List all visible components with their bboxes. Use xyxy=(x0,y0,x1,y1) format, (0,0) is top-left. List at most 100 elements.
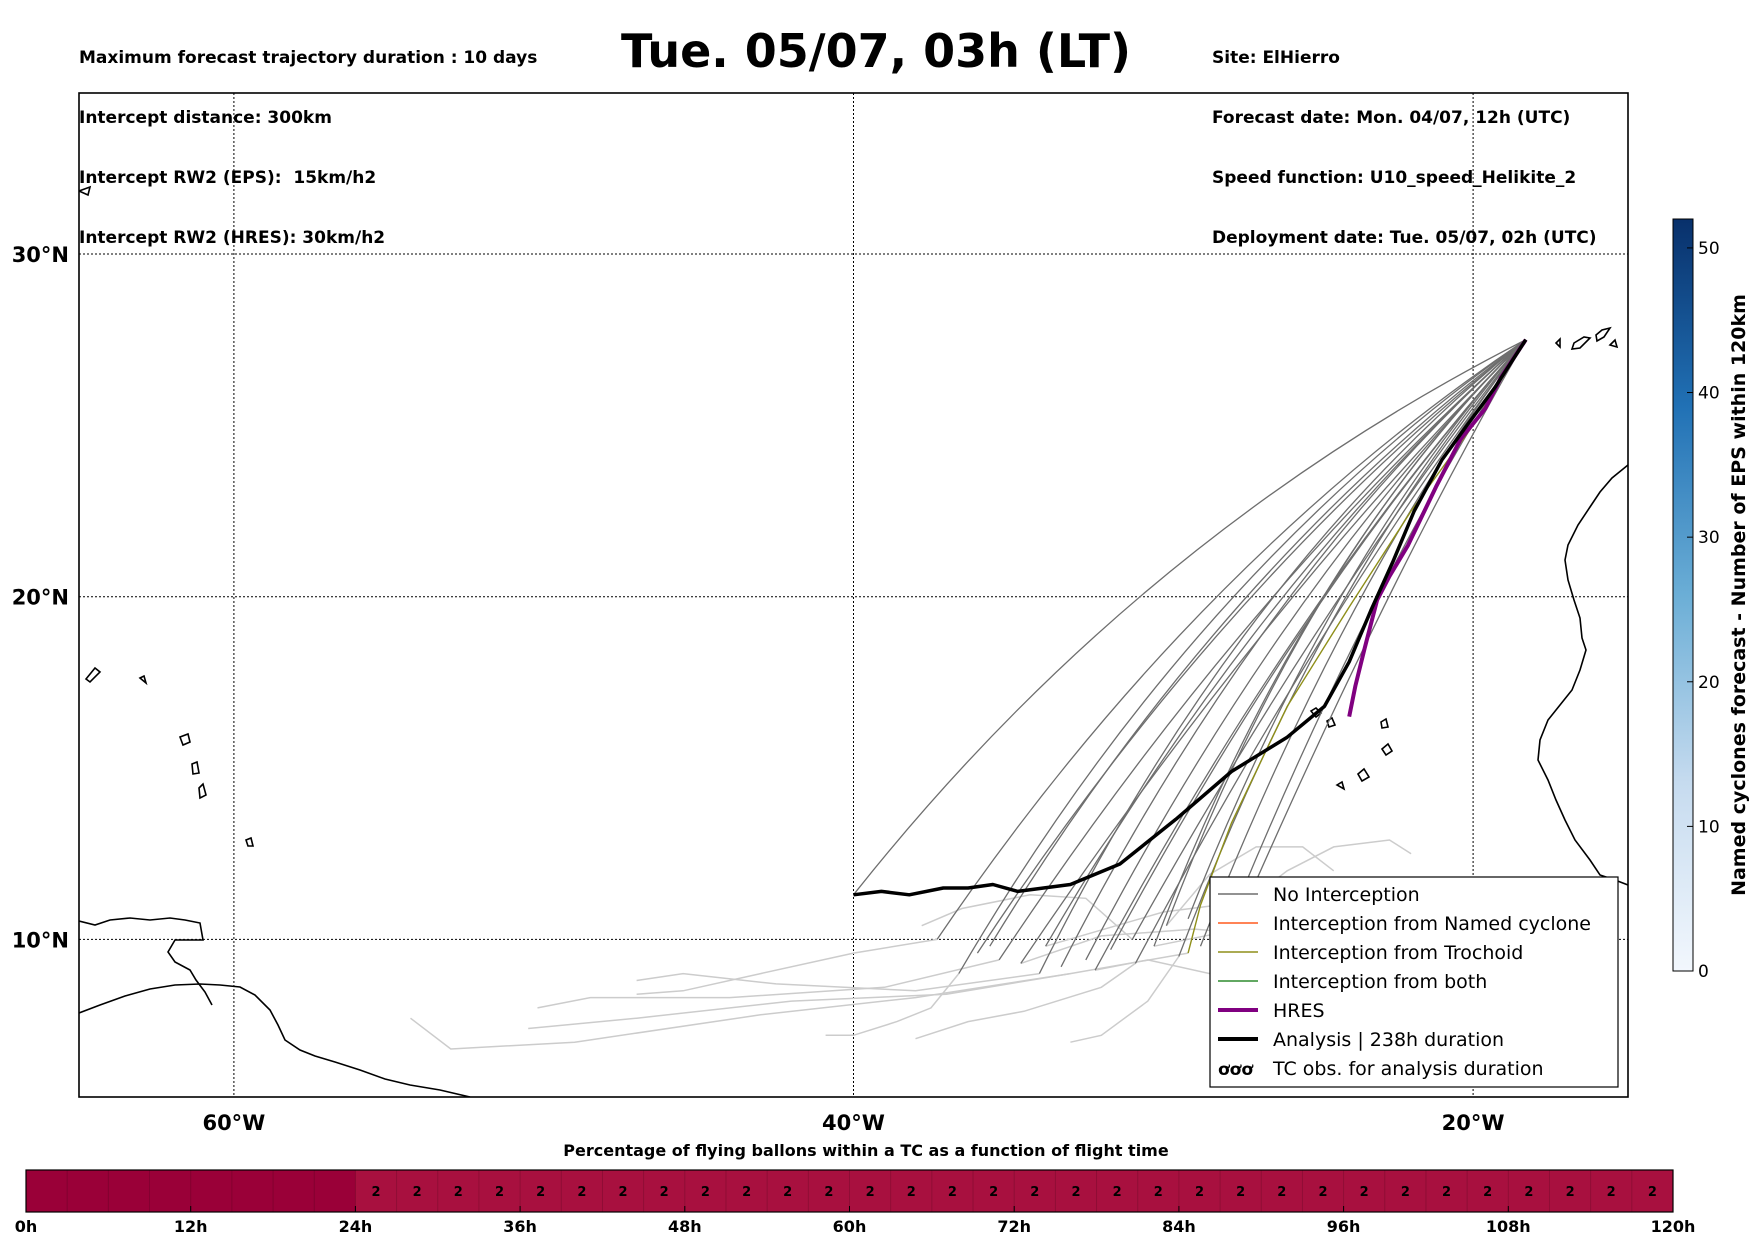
no-interception-track-6 xyxy=(1060,339,1527,968)
colorbar: 0 10 20 30 40 50 Named cyclones forecast - Nu… xyxy=(1672,218,1750,982)
legend-label-4: HRES xyxy=(1273,1000,1325,1022)
faded-track-1 xyxy=(410,972,1071,1050)
timeline-cell xyxy=(1425,1170,1468,1212)
island-lesser-antilles-4 xyxy=(191,760,200,775)
timeline-cell xyxy=(1549,1170,1592,1212)
map-coastlines xyxy=(79,185,1628,1097)
island-lesser-antilles-5 xyxy=(198,782,207,800)
colorbar-tick-label: 0 xyxy=(1698,962,1709,982)
timeline-cell-value: 2 xyxy=(1154,1185,1163,1200)
coastline-south-america xyxy=(79,983,471,1097)
timeline-cell xyxy=(437,1170,480,1212)
timeline-cell xyxy=(355,1170,398,1212)
island-hispaniola xyxy=(79,185,92,197)
timeline-cell-value: 2 xyxy=(1318,1185,1327,1200)
island-fuerteventura xyxy=(1570,336,1592,350)
lat-tick-label: 20°N xyxy=(12,586,69,610)
timeline-cell-value: 2 xyxy=(371,1185,380,1200)
no-interception-track-14 xyxy=(1246,339,1527,902)
faded-track-12 xyxy=(1165,846,1335,927)
timeline-cell xyxy=(808,1170,850,1212)
legend-label-1: Interception from Named cyclone xyxy=(1273,913,1591,935)
timeline-cell xyxy=(1096,1170,1139,1212)
faded-track-0 xyxy=(528,952,1189,1030)
timeline-cell xyxy=(890,1170,933,1212)
timeline-cell-value: 2 xyxy=(701,1185,710,1200)
timeline-cell-value: 2 xyxy=(1442,1185,1451,1200)
info-intercept-hres: Intercept RW2 (HRES): 30km/h2 xyxy=(79,228,386,248)
chart-title: Tue. 05/07, 03h (LT) xyxy=(621,24,1131,78)
timeline-cell xyxy=(725,1170,768,1212)
no-interception-track-1 xyxy=(936,339,1527,940)
timeline-cell xyxy=(1467,1170,1509,1212)
timeline-tick-label: 108h xyxy=(1486,1217,1531,1236)
coastline-caribbean-north xyxy=(79,917,213,1006)
no-interception-track-13 xyxy=(1224,339,1527,933)
timeline-cell-value: 2 xyxy=(1195,1185,1204,1200)
colorbar-title: Named cyclones forecast - Number of EPS … xyxy=(1728,294,1750,896)
timeline-cell xyxy=(1014,1170,1056,1212)
timeline-cell-value: 2 xyxy=(1071,1185,1080,1200)
lon-tick-label: 60°W xyxy=(202,1111,265,1135)
timeline-cell-value: 2 xyxy=(1277,1185,1286,1200)
no-interception-track-17 xyxy=(1045,339,1527,947)
timeline-cell xyxy=(149,1170,192,1212)
timeline-cell xyxy=(643,1170,686,1212)
timeline-cell-value: 2 xyxy=(1236,1185,1245,1200)
no-interception-track-20 xyxy=(1165,339,1527,926)
timeline-cell xyxy=(767,1170,809,1212)
timeline-cell xyxy=(1055,1170,1098,1212)
island-cape-verde-4 xyxy=(1356,767,1371,783)
timeline-tick-label: 120h xyxy=(1651,1217,1696,1236)
no-interception-track-21 xyxy=(1187,339,1527,920)
info-speed-function: Speed function: U10_speed_Helikite_2 xyxy=(1212,168,1577,188)
timeline-cell-value: 2 xyxy=(618,1185,627,1200)
timeline-cell-value: 2 xyxy=(1483,1185,1492,1200)
timeline-cell xyxy=(1178,1170,1221,1212)
timeline-cell xyxy=(931,1170,974,1212)
timeline-cell xyxy=(1220,1170,1262,1212)
timeline-tick-label: 12h xyxy=(174,1217,208,1236)
island-lesser-antilles-2 xyxy=(138,674,148,686)
faded-track-4 xyxy=(921,894,1133,940)
timeline-cell-value: 2 xyxy=(783,1185,792,1200)
timeline-cell xyxy=(1631,1170,1674,1212)
no-interception-track-3 xyxy=(998,339,1527,961)
timeline-title: Percentage of flying ballons within a TC… xyxy=(563,1141,1169,1160)
legend-symbol-tc-obs: ơơơ xyxy=(1218,1060,1254,1080)
faded-track-16 xyxy=(636,938,938,995)
timeline-cell xyxy=(314,1170,356,1212)
lon-tick-label: 20°W xyxy=(1442,1111,1505,1135)
timeline-cell xyxy=(108,1170,151,1212)
timeline-tick-label: 48h xyxy=(668,1217,702,1236)
timeline-tick-label: 36h xyxy=(503,1217,537,1236)
lat-tick-label: 30°N xyxy=(12,243,69,267)
timeline-cell xyxy=(478,1170,521,1212)
colorbar-tick-label: 30 xyxy=(1698,528,1720,548)
island-lesser-antilles-1 xyxy=(84,666,102,684)
no-interception-track-5 xyxy=(1038,339,1527,974)
info-intercept-distance: Intercept distance: 300km xyxy=(79,108,332,128)
timeline-cell-value: 2 xyxy=(989,1185,998,1200)
legend-label-6: TC obs. for analysis duration xyxy=(1272,1058,1544,1080)
island-cape-verde-3 xyxy=(1380,717,1389,729)
timeline-cell-value: 2 xyxy=(1360,1185,1369,1200)
timeline-cell-value: 2 xyxy=(1030,1185,1039,1200)
colorbar-gradient xyxy=(1672,218,1694,972)
island-gran-canaria xyxy=(1554,337,1561,349)
info-site: Site: ElHierro xyxy=(1212,48,1340,68)
timeline-cell xyxy=(1508,1170,1550,1212)
colorbar-tick-label: 20 xyxy=(1698,673,1720,693)
header-info-left: Maximum forecast trajectory duration : 1… xyxy=(79,8,537,268)
island-madeira xyxy=(1608,338,1619,349)
faded-track-7 xyxy=(825,973,960,1037)
no-interception-track-0 xyxy=(852,339,1527,896)
no-interception-track-2 xyxy=(976,339,1527,954)
faded-track-5 xyxy=(915,962,1136,1040)
legend-label-5: Analysis | 238h duration xyxy=(1273,1029,1504,1051)
timeline-cell-value: 2 xyxy=(907,1185,916,1200)
no-interception-track-12 xyxy=(1199,339,1527,947)
map-axis-labels: 10°N 20°N 30°N 60°W 40°W 20°W xyxy=(12,243,1505,1135)
timeline-cell xyxy=(973,1170,1015,1212)
timeline-cell-value: 2 xyxy=(742,1185,751,1200)
